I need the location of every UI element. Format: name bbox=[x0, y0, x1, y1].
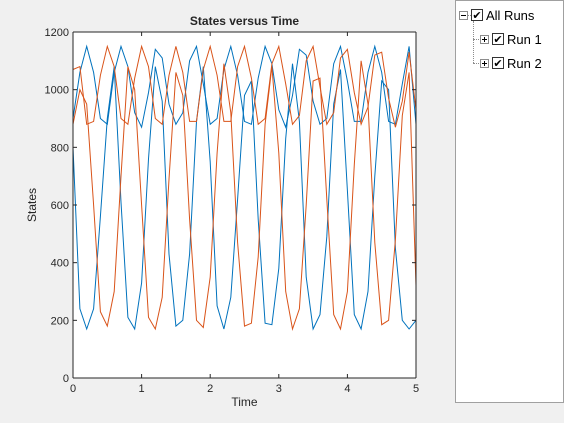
run-2-checkbox[interactable]: ✔ bbox=[492, 56, 504, 70]
run-2-label: Run 2 bbox=[507, 55, 542, 71]
collapse-icon[interactable] bbox=[459, 10, 468, 20]
tree-node-run-2[interactable]: ✔ Run 2 bbox=[480, 55, 542, 71]
y-tick-label: 800 bbox=[51, 142, 69, 154]
tree-connector bbox=[473, 39, 481, 40]
tree-connector bbox=[473, 21, 474, 63]
all-runs-checkbox[interactable]: ✔ bbox=[471, 8, 483, 22]
series-line-2 bbox=[72, 44, 417, 129]
run-1-label: Run 1 bbox=[507, 31, 542, 47]
series-line-1 bbox=[72, 63, 417, 331]
chart-title: States versus Time bbox=[190, 14, 299, 28]
series-line-3 bbox=[72, 60, 417, 331]
line-chart: 0 1 2 3 4 5 0 200 400 600 800 1000 1200 States versu… bbox=[25, 14, 419, 409]
plot-figure: 0 1 2 3 4 5 0 200 400 600 800 1000 1200 States versu… bbox=[25, 14, 419, 409]
x-tick-label: 5 bbox=[413, 383, 419, 395]
y-tick-label: 0 bbox=[63, 373, 69, 385]
y-tick-label: 1000 bbox=[45, 85, 69, 97]
x-tick-label: 1 bbox=[139, 383, 145, 395]
all-runs-label: All Runs bbox=[486, 7, 535, 23]
x-tick-label: 3 bbox=[276, 383, 282, 395]
tree-connector bbox=[473, 63, 481, 64]
y-axis-label: States bbox=[25, 188, 39, 222]
tree-node-run-1[interactable]: ✔ Run 1 bbox=[480, 31, 542, 47]
y-tick-label: 200 bbox=[51, 315, 69, 327]
expand-icon[interactable] bbox=[480, 58, 489, 68]
x-tick-label: 4 bbox=[344, 383, 350, 395]
x-tick-label: 0 bbox=[70, 383, 76, 395]
x-axis-label: Time bbox=[231, 395, 258, 409]
y-tick-label: 400 bbox=[51, 258, 69, 270]
runs-tree-panel[interactable]: ✔ All Runs ✔ Run 1 ✔ Run 2 bbox=[455, 0, 564, 403]
tree-node-all-runs[interactable]: ✔ All Runs bbox=[459, 7, 534, 23]
run-1-checkbox[interactable]: ✔ bbox=[492, 32, 504, 46]
x-tick-label: 2 bbox=[207, 383, 213, 395]
series-line-4 bbox=[72, 44, 417, 128]
y-tick-label: 600 bbox=[51, 200, 69, 212]
y-tick-label: 1200 bbox=[45, 27, 69, 39]
expand-icon[interactable] bbox=[480, 34, 489, 44]
